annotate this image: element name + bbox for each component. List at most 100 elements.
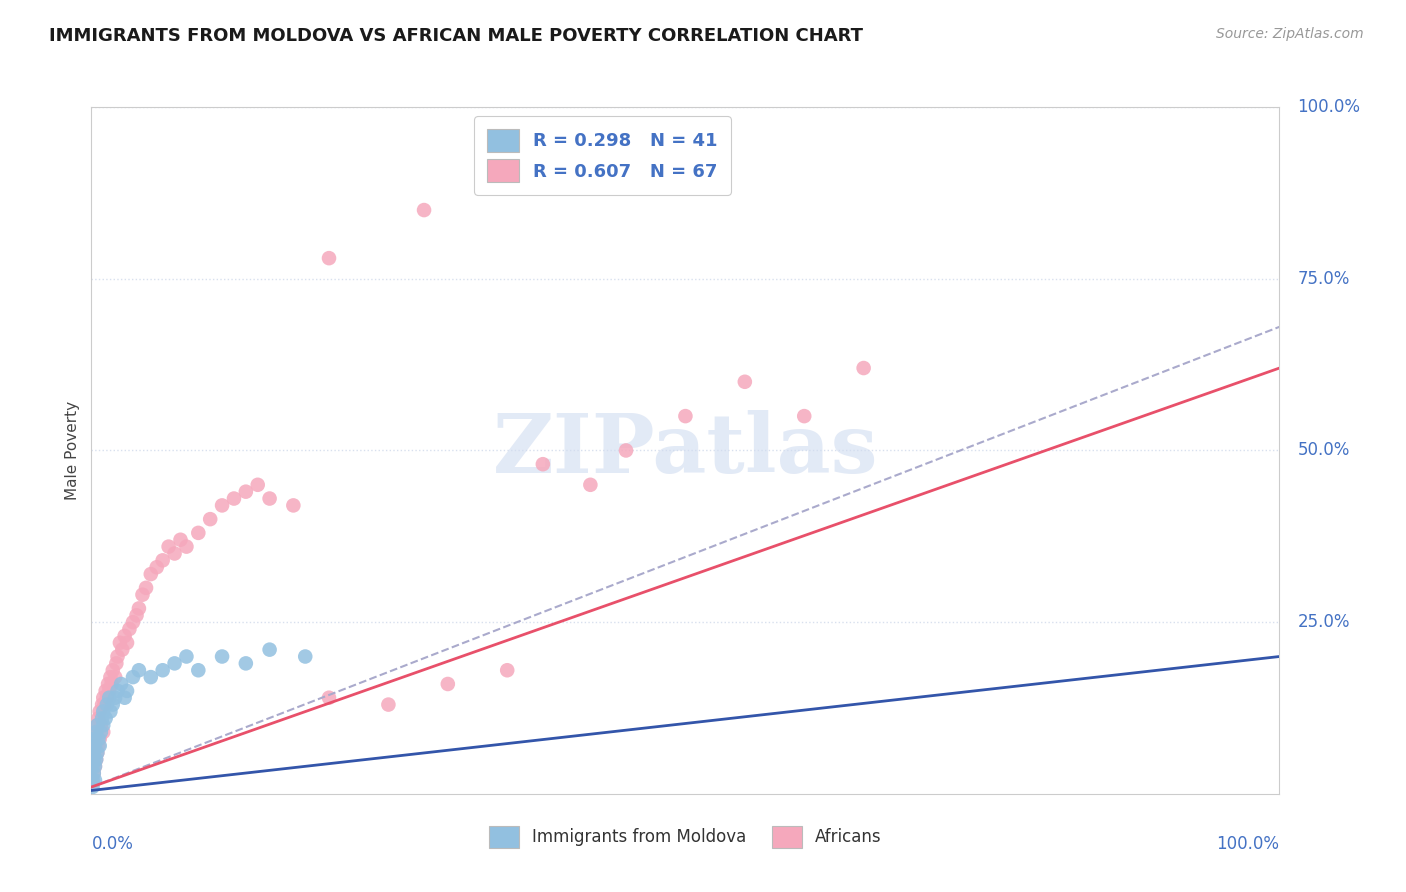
Point (91, 705, 114, 719)
Point (852, 361, 875, 376)
Point (211, 649, 233, 664)
Point (87, 739, 110, 753)
Point (84, 753, 107, 767)
Point (114, 629, 136, 643)
Point (377, 698, 399, 712)
Point (96, 698, 118, 712)
Point (108, 636, 131, 650)
Point (163, 546, 186, 561)
Point (235, 484, 257, 499)
Point (139, 567, 162, 582)
Point (82, 773, 104, 788)
Point (83, 731, 105, 746)
Text: 75.0%: 75.0% (1298, 269, 1350, 288)
Point (259, 642, 281, 657)
Point (100, 677, 122, 691)
Point (96, 690, 118, 705)
Point (83, 739, 105, 753)
Point (84, 759, 107, 773)
Point (91, 718, 114, 732)
Y-axis label: Male Poverty: Male Poverty (65, 401, 80, 500)
Point (114, 690, 136, 705)
Point (200, 512, 222, 526)
Point (86, 746, 108, 760)
Point (259, 491, 281, 506)
Point (436, 677, 458, 691)
Text: ZIPatlas: ZIPatlas (492, 410, 879, 491)
Point (614, 443, 637, 458)
Point (122, 670, 145, 684)
Point (318, 251, 340, 265)
Point (211, 499, 233, 513)
Point (111, 642, 134, 657)
Point (83, 766, 105, 780)
Point (110, 677, 132, 691)
Point (163, 657, 186, 671)
Point (86, 718, 108, 732)
Text: Source: ZipAtlas.com: Source: ZipAtlas.com (1216, 27, 1364, 41)
Point (84, 753, 107, 767)
Point (87, 711, 110, 725)
Point (128, 663, 150, 677)
Point (222, 491, 245, 506)
Point (793, 409, 815, 423)
Point (98, 690, 121, 705)
Point (235, 657, 257, 671)
Point (83, 766, 105, 780)
Point (89, 739, 111, 753)
Point (89, 705, 111, 719)
Point (86, 746, 108, 760)
Point (100, 670, 122, 684)
Point (86, 718, 108, 732)
Point (91, 725, 114, 739)
Point (94, 711, 117, 725)
Text: 100.0%: 100.0% (1216, 835, 1279, 853)
Point (187, 525, 209, 540)
Point (91, 698, 114, 712)
Point (125, 608, 148, 623)
Point (97, 677, 120, 691)
Point (84, 731, 107, 746)
Point (496, 663, 519, 677)
Point (93, 698, 115, 712)
Point (246, 478, 269, 492)
Point (152, 553, 174, 567)
Point (673, 409, 696, 423)
Point (104, 670, 127, 684)
Point (135, 581, 157, 595)
Point (90, 718, 112, 732)
Point (118, 622, 141, 636)
Point (89, 731, 111, 746)
Point (176, 649, 198, 664)
Point (318, 690, 340, 705)
Point (115, 683, 138, 698)
Point (413, 203, 436, 218)
Point (131, 588, 153, 602)
Point (101, 698, 124, 712)
Point (82, 773, 104, 788)
Point (105, 657, 128, 671)
Text: 25.0%: 25.0% (1298, 613, 1350, 632)
Legend: Immigrants from Moldova, Africans: Immigrants from Moldova, Africans (482, 820, 889, 855)
Point (115, 636, 138, 650)
Point (579, 478, 602, 492)
Point (531, 457, 554, 471)
Point (84, 773, 107, 788)
Point (122, 615, 145, 630)
Point (82, 753, 104, 767)
Point (152, 663, 174, 677)
Point (84, 759, 107, 773)
Point (84, 739, 107, 753)
Text: 100.0%: 100.0% (1298, 98, 1360, 116)
Point (91, 690, 114, 705)
Point (87, 731, 110, 746)
Point (128, 601, 150, 615)
Point (283, 499, 305, 513)
Point (107, 683, 129, 698)
Point (104, 690, 127, 705)
Point (91, 711, 114, 725)
Point (82, 780, 104, 794)
Text: 0.0%: 0.0% (91, 835, 134, 853)
Point (145, 560, 167, 574)
Text: 50.0%: 50.0% (1298, 442, 1350, 459)
